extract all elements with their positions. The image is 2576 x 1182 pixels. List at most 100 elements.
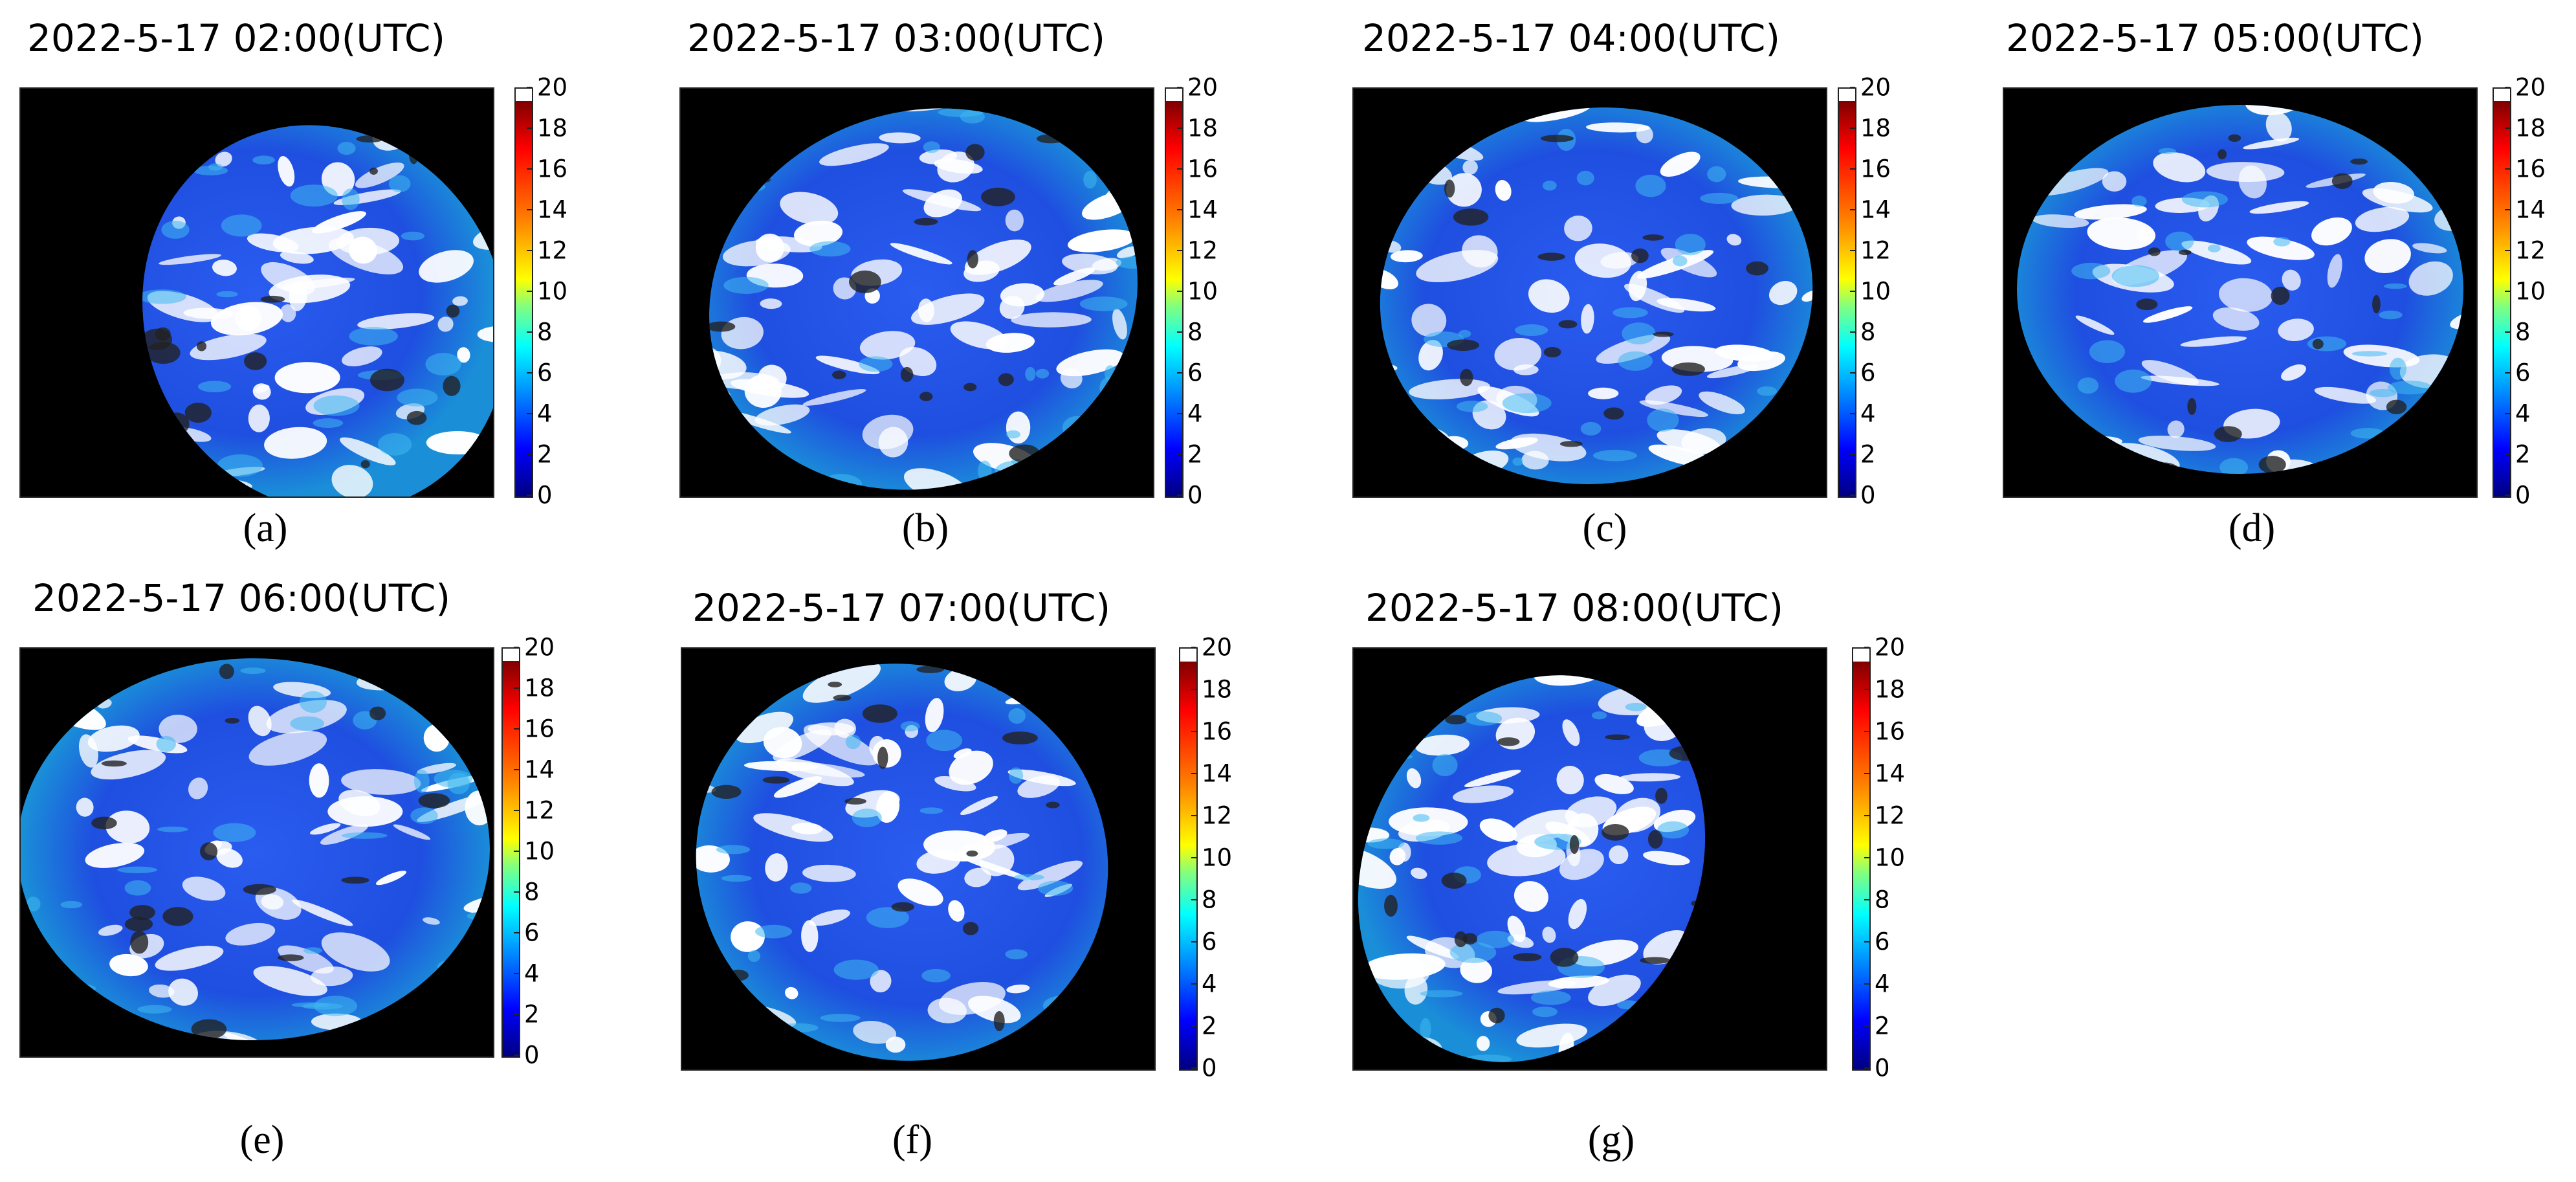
colorbar-tick-label: 18	[524, 674, 555, 702]
colorbar-tick-label: 4	[537, 399, 553, 428]
colorbar-tick-label: 18	[1202, 675, 1233, 704]
colorbar-tick-label: 12	[537, 236, 568, 265]
panel-label: (d)	[2228, 506, 2276, 550]
colorbar-tick-label: 10	[524, 837, 555, 865]
colorbar-tick-label: 2	[1202, 1012, 1217, 1040]
colorbar-tick-mark	[514, 647, 519, 648]
colorbar-tick-mark	[2505, 495, 2510, 496]
colorbar-tick-mark	[1191, 815, 1196, 816]
panel-label: (a)	[243, 506, 288, 550]
colorbar-tick-label: 0	[1187, 481, 1203, 509]
earth-disk	[1355, 89, 1826, 496]
colorbar-tick-mark	[527, 331, 532, 333]
colorbar-tick-mark	[1177, 128, 1182, 129]
colorbar	[514, 87, 533, 498]
colorbar-tick-mark	[1177, 250, 1182, 251]
colorbar-tick-label: 0	[524, 1041, 540, 1069]
colorbar-tick-mark	[1177, 87, 1182, 88]
colorbar-tick-mark	[1191, 647, 1196, 648]
colorbar-tick-mark	[1191, 689, 1196, 690]
colorbar-tick-label: 6	[1860, 359, 1876, 387]
colorbar-tick-mark	[514, 769, 519, 770]
colorbar-tick-mark	[1864, 773, 1869, 774]
earth-disk	[21, 658, 490, 1040]
colorbar-tick-mark	[1864, 647, 1869, 648]
colorbar-tick-label: 16	[1860, 155, 1891, 183]
colorbar-tick-mark	[514, 891, 519, 893]
colorbar-tick-mark	[1850, 209, 1855, 210]
colorbar-tick-mark	[1191, 983, 1196, 985]
colorbar-tick-label: 16	[2515, 155, 2546, 183]
panel-title: 2022-5-17 06:00(UTC)	[32, 576, 450, 620]
panel-label: (f)	[892, 1118, 932, 1162]
colorbar-tick-mark	[514, 973, 519, 974]
colorbar-tick-mark	[1850, 372, 1855, 374]
colorbar-tick-mark	[514, 687, 519, 689]
colorbar-tick-label: 20	[1875, 633, 1906, 662]
colorbar-tick-mark	[1177, 291, 1182, 292]
earth-disk	[681, 89, 1153, 496]
colorbar-tick-mark	[1864, 815, 1869, 816]
panel-label: (b)	[901, 506, 949, 550]
colorbar-tick-label: 6	[537, 359, 553, 387]
colorbar-tick-mark	[1864, 731, 1869, 732]
colorbar-tick-label: 4	[1860, 399, 1876, 428]
colorbar-tick-mark	[2505, 128, 2510, 129]
colorbar-tick-mark	[1850, 128, 1855, 129]
panel-title: 2022-5-17 05:00(UTC)	[2006, 16, 2424, 60]
colorbar-tick-mark	[1177, 454, 1182, 455]
colorbar-tick-label: 10	[2515, 277, 2546, 306]
colorbar-tick-mark	[1864, 1067, 1869, 1069]
colorbar-tick-label: 8	[1202, 886, 1217, 914]
colorbar-tick-label: 6	[2515, 359, 2531, 387]
colorbar-tick-mark	[527, 87, 532, 88]
colorbar-tick-label: 6	[1202, 928, 1217, 956]
panel-title: 2022-5-17 04:00(UTC)	[1362, 16, 1780, 60]
colorbar-tick-mark	[514, 1054, 519, 1056]
colorbar-tick-label: 0	[1202, 1054, 1217, 1082]
colorbar-tick-label: 10	[1860, 277, 1891, 306]
colorbar-tick-mark	[2505, 454, 2510, 455]
colorbar	[501, 647, 520, 1058]
colorbar-tick-label: 14	[1860, 195, 1891, 224]
colorbar-tick-mark	[514, 851, 519, 852]
colorbar-tick-mark	[1864, 857, 1869, 858]
colorbar	[2493, 87, 2511, 498]
colorbar-tick-label: 20	[537, 73, 568, 102]
colorbar-tick-label: 10	[1202, 843, 1233, 872]
colorbar-tick-label: 16	[1875, 717, 1906, 746]
panel-label: (e)	[239, 1118, 285, 1162]
colorbar	[1165, 87, 1183, 498]
colorbar-tick-mark	[1864, 941, 1869, 942]
colorbar-tick-mark	[1177, 331, 1182, 333]
colorbar-tick-label: 18	[537, 114, 568, 142]
colorbar-tick-mark	[1191, 941, 1196, 942]
colorbar-tick-mark	[1850, 250, 1855, 251]
colorbar-tick-label: 2	[537, 440, 553, 469]
panel-title: 2022-5-17 03:00(UTC)	[687, 16, 1105, 60]
colorbar-tick-mark	[2505, 331, 2510, 333]
colorbar-tick-label: 14	[1202, 759, 1233, 788]
colorbar-tick-label: 10	[1187, 277, 1218, 306]
colorbar-tick-label: 0	[537, 481, 553, 509]
colorbar-tick-mark	[1850, 495, 1855, 496]
colorbar-tick-mark	[1864, 1025, 1869, 1027]
colorbar-tick-label: 14	[524, 755, 555, 784]
colorbar-tick-label: 4	[524, 959, 540, 988]
colorbar-tick-mark	[2505, 209, 2510, 210]
colorbar-tick-mark	[1177, 209, 1182, 210]
colorbar-tick-label: 18	[2515, 114, 2546, 142]
colorbar-tick-label: 14	[1187, 195, 1218, 224]
colorbar-tick-mark	[1864, 983, 1869, 985]
panel-label: (g)	[1587, 1118, 1635, 1162]
panel-title: 2022-5-17 07:00(UTC)	[692, 586, 1110, 630]
colorbar-tick-label: 10	[1875, 843, 1906, 872]
colorbar-tick-mark	[1191, 1067, 1196, 1069]
satellite-image	[679, 87, 1154, 498]
colorbar-tick-label: 6	[1875, 928, 1890, 956]
satellite-image	[1352, 87, 1827, 498]
colorbar-tick-mark	[527, 495, 532, 496]
colorbar-tick-label: 12	[1875, 801, 1906, 830]
colorbar-tick-mark	[2505, 87, 2510, 88]
colorbar-tick-mark	[1191, 1025, 1196, 1027]
